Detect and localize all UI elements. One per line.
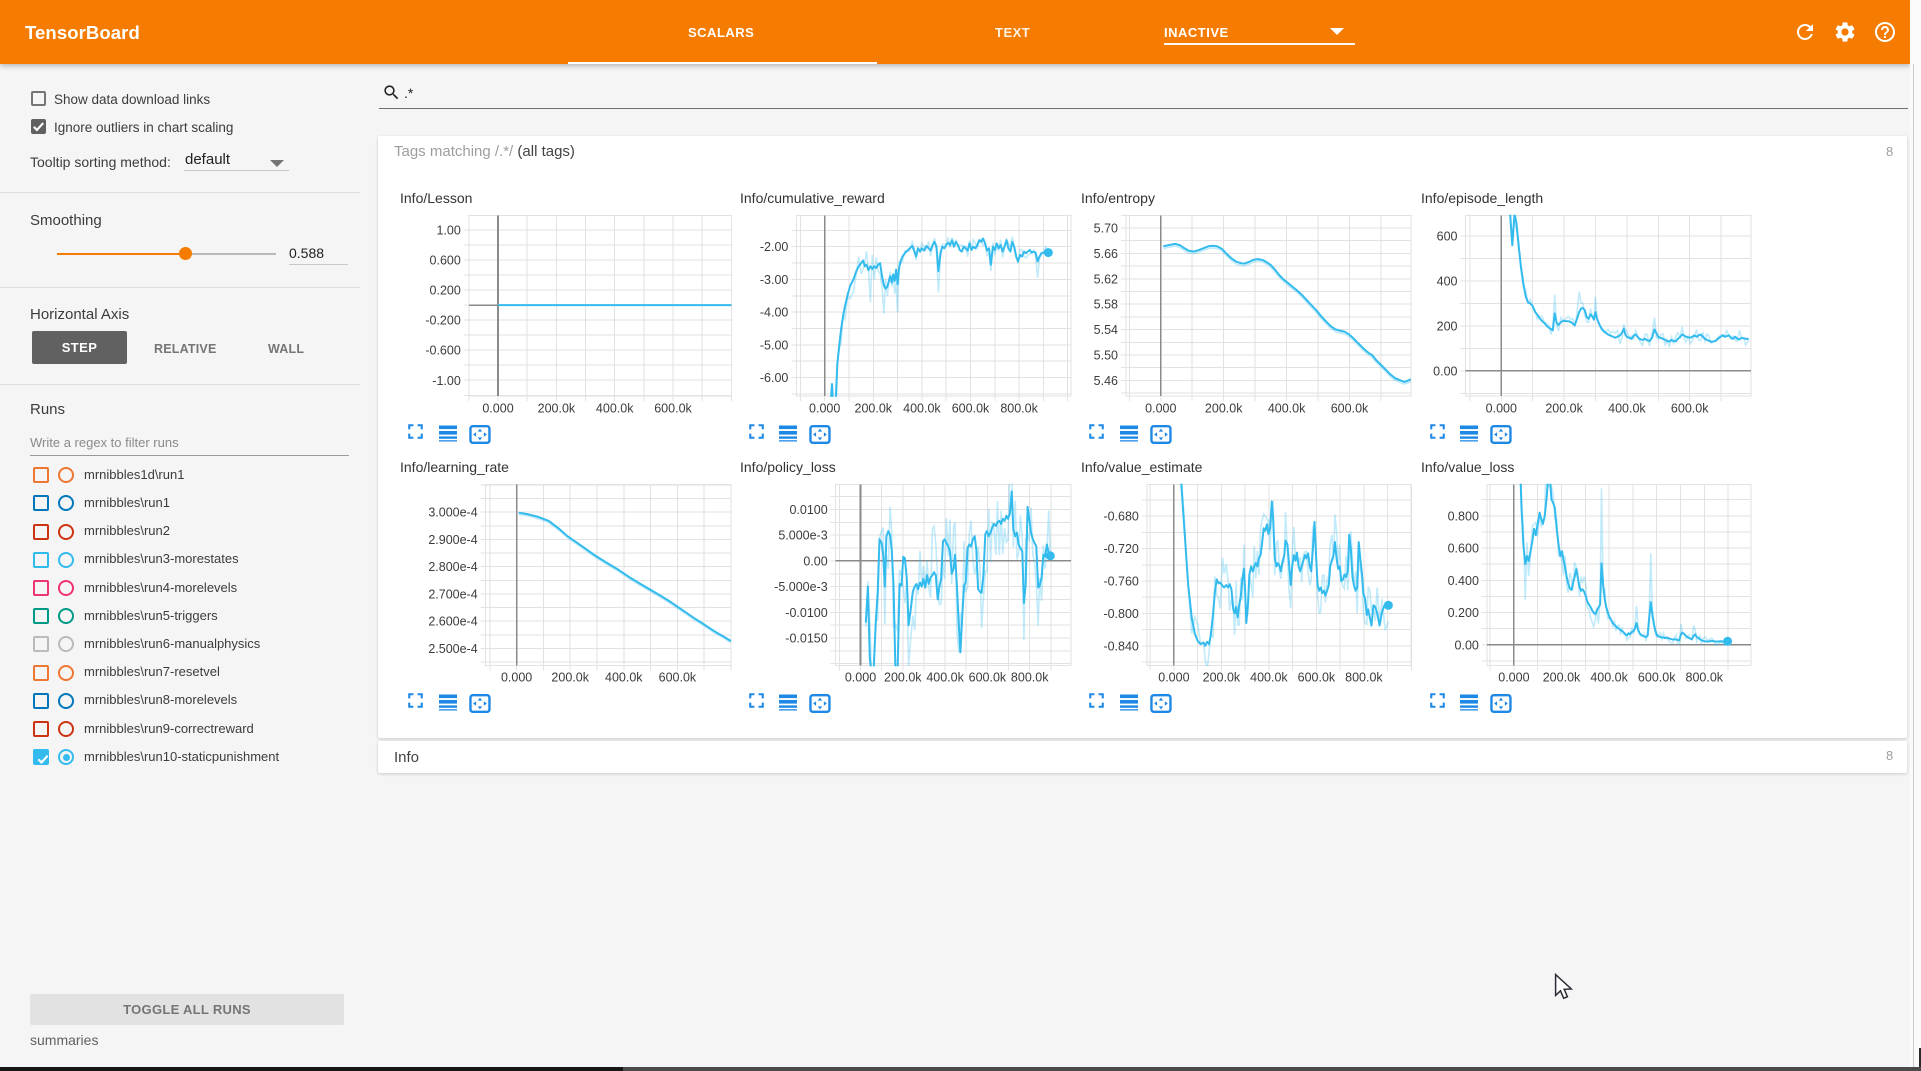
svg-text:600.0k: 600.0k xyxy=(952,402,990,416)
svg-text:600.0k: 600.0k xyxy=(1298,671,1336,685)
svg-text:800.0k: 800.0k xyxy=(1011,671,1049,685)
svg-text:600.0k: 600.0k xyxy=(1638,671,1676,685)
svg-text:5.70: 5.70 xyxy=(1094,222,1118,236)
svg-text:400.0k: 400.0k xyxy=(903,402,941,416)
svg-text:600.0k: 600.0k xyxy=(654,402,692,416)
svg-text:-3.00: -3.00 xyxy=(760,273,789,287)
svg-text:0.800: 0.800 xyxy=(1448,509,1479,523)
svg-text:200.0k: 200.0k xyxy=(855,402,893,416)
svg-text:200: 200 xyxy=(1437,320,1458,334)
svg-text:5.50: 5.50 xyxy=(1094,349,1118,363)
svg-text:0.000: 0.000 xyxy=(809,402,840,416)
svg-text:5.000e-3: 5.000e-3 xyxy=(778,529,827,543)
svg-text:600.0k: 600.0k xyxy=(1671,402,1709,416)
svg-text:600.0k: 600.0k xyxy=(969,671,1007,685)
svg-text:5.58: 5.58 xyxy=(1094,298,1118,312)
svg-text:0.400: 0.400 xyxy=(1448,574,1479,588)
svg-text:600.0k: 600.0k xyxy=(659,671,697,685)
svg-text:2.900e-4: 2.900e-4 xyxy=(428,533,477,547)
svg-text:0.200: 0.200 xyxy=(1448,606,1479,620)
svg-text:2.800e-4: 2.800e-4 xyxy=(428,560,477,574)
svg-text:400.0k: 400.0k xyxy=(1268,402,1306,416)
svg-text:-0.0150: -0.0150 xyxy=(785,632,827,646)
svg-text:-0.680: -0.680 xyxy=(1103,510,1138,524)
svg-text:800.0k: 800.0k xyxy=(1345,671,1383,685)
svg-text:400.0k: 400.0k xyxy=(596,402,634,416)
svg-text:5.46: 5.46 xyxy=(1094,374,1118,388)
svg-text:-0.200: -0.200 xyxy=(425,314,460,328)
svg-text:-4.00: -4.00 xyxy=(760,306,789,320)
svg-text:800.0k: 800.0k xyxy=(1000,402,1038,416)
svg-text:200.0k: 200.0k xyxy=(884,671,922,685)
svg-text:-0.600: -0.600 xyxy=(425,344,460,358)
svg-text:0.600: 0.600 xyxy=(430,253,461,267)
svg-text:-6.00: -6.00 xyxy=(760,371,789,385)
svg-text:200.0k: 200.0k xyxy=(1545,402,1583,416)
svg-text:3.000e-4: 3.000e-4 xyxy=(428,506,477,520)
svg-text:800.0k: 800.0k xyxy=(1686,671,1724,685)
svg-text:400: 400 xyxy=(1437,275,1458,289)
svg-text:-0.0100: -0.0100 xyxy=(785,606,827,620)
svg-text:0.0100: 0.0100 xyxy=(789,503,827,517)
svg-text:-0.800: -0.800 xyxy=(1103,607,1138,621)
svg-text:2.600e-4: 2.600e-4 xyxy=(428,615,477,629)
svg-text:2.500e-4: 2.500e-4 xyxy=(428,642,477,656)
svg-text:-0.720: -0.720 xyxy=(1103,542,1138,556)
svg-text:600: 600 xyxy=(1437,230,1458,244)
svg-text:5.66: 5.66 xyxy=(1094,247,1118,261)
svg-text:2.700e-4: 2.700e-4 xyxy=(428,588,477,602)
svg-text:-2.00: -2.00 xyxy=(760,240,789,254)
svg-text:-0.840: -0.840 xyxy=(1103,639,1138,653)
svg-text:200.0k: 200.0k xyxy=(1203,671,1241,685)
svg-text:200.0k: 200.0k xyxy=(551,671,589,685)
svg-text:0.600: 0.600 xyxy=(1448,542,1479,556)
svg-text:5.54: 5.54 xyxy=(1094,323,1118,337)
svg-text:0.200: 0.200 xyxy=(430,284,461,298)
svg-text:400.0k: 400.0k xyxy=(926,671,964,685)
svg-text:0.000: 0.000 xyxy=(1498,671,1529,685)
svg-text:0.000: 0.000 xyxy=(845,671,876,685)
svg-text:0.000: 0.000 xyxy=(1145,402,1176,416)
svg-text:200.0k: 200.0k xyxy=(1543,671,1581,685)
svg-text:400.0k: 400.0k xyxy=(1590,671,1628,685)
svg-text:0.000: 0.000 xyxy=(1486,402,1517,416)
svg-text:0.00: 0.00 xyxy=(1455,638,1479,652)
svg-text:0.00: 0.00 xyxy=(1433,364,1457,378)
svg-text:0.000: 0.000 xyxy=(501,671,532,685)
svg-text:0.00: 0.00 xyxy=(803,554,827,568)
svg-text:400.0k: 400.0k xyxy=(1250,671,1288,685)
svg-text:0.000: 0.000 xyxy=(482,402,513,416)
svg-text:-0.760: -0.760 xyxy=(1103,575,1138,589)
svg-text:200.0k: 200.0k xyxy=(538,402,576,416)
svg-text:600.0k: 600.0k xyxy=(1331,402,1369,416)
svg-text:0.000: 0.000 xyxy=(1158,671,1189,685)
svg-text:1.00: 1.00 xyxy=(436,223,460,237)
svg-text:400.0k: 400.0k xyxy=(605,671,643,685)
svg-text:-5.00: -5.00 xyxy=(760,338,789,352)
svg-text:-1.00: -1.00 xyxy=(432,374,461,388)
svg-text:-5.000e-3: -5.000e-3 xyxy=(774,580,828,594)
svg-text:200.0k: 200.0k xyxy=(1205,402,1243,416)
svg-text:400.0k: 400.0k xyxy=(1608,402,1646,416)
svg-text:5.62: 5.62 xyxy=(1094,272,1118,286)
